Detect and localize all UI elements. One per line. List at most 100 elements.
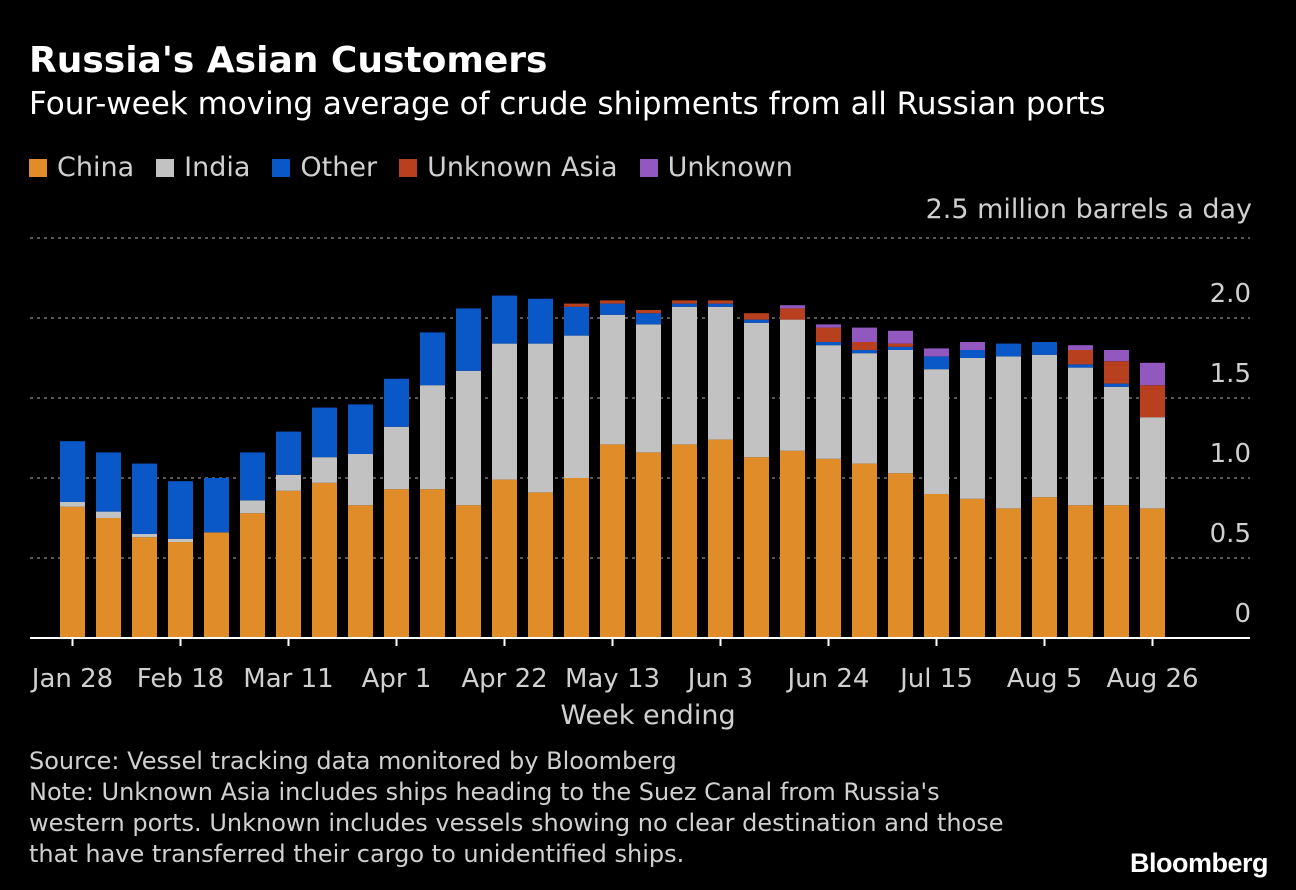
bar-india-21 <box>816 345 841 459</box>
x-tick-label-9: Aug 5 <box>1007 664 1083 694</box>
bar-other-25 <box>960 350 985 358</box>
bar-unknown-asia-15 <box>600 300 625 304</box>
bar-india-24 <box>924 369 949 494</box>
bar-other-28 <box>1068 364 1093 368</box>
bar-china-18 <box>708 439 733 638</box>
bar-unknown-asia-23 <box>888 343 913 347</box>
bar-unknown-21 <box>816 324 841 328</box>
bar-china-14 <box>564 478 589 638</box>
legend-label-unknown: Unknown <box>667 152 793 183</box>
bar-china-27 <box>1032 497 1057 638</box>
bar-india-3 <box>168 538 193 542</box>
bar-unknown-asia-21 <box>816 327 841 342</box>
source-note: Source: Vessel tracking data monitored b… <box>29 746 1069 870</box>
bar-india-0 <box>60 502 85 507</box>
bar-china-26 <box>996 508 1021 638</box>
bar-india-23 <box>888 350 913 474</box>
bar-india-15 <box>600 314 625 445</box>
bar-china-10 <box>420 489 445 638</box>
bar-other-7 <box>312 407 337 458</box>
source-line: Source: Vessel tracking data monitored b… <box>29 747 677 775</box>
bar-unknown-25 <box>960 342 985 350</box>
bar-other-11 <box>456 308 481 371</box>
legend-label-china: China <box>57 152 135 183</box>
bar-china-30 <box>1140 508 1165 638</box>
bar-india-10 <box>420 385 445 490</box>
bar-india-6 <box>276 474 301 491</box>
bar-unknown-23 <box>888 330 913 344</box>
x-tick-label-2: Mar 11 <box>243 664 333 694</box>
legend-label-other: Other <box>300 152 378 183</box>
bar-unknown-asia-28 <box>1068 350 1093 365</box>
bar-china-4 <box>204 532 229 638</box>
bar-unknown-29 <box>1104 350 1129 362</box>
x-tick-label-5: May 13 <box>565 664 660 694</box>
bar-india-26 <box>996 356 1021 509</box>
y-tick-label-3: 1.5 <box>1210 359 1251 389</box>
bar-india-8 <box>348 454 373 506</box>
note-line-3: that have transferred their cargo to uni… <box>29 840 685 868</box>
note-line-1: Note: Unknown Asia includes ships headin… <box>29 778 940 806</box>
bar-china-28 <box>1068 505 1093 638</box>
bar-unknown-22 <box>852 327 877 342</box>
bars <box>60 295 1165 638</box>
bar-other-2 <box>132 463 157 534</box>
legend-item-china: China <box>29 152 134 183</box>
legend-item-other: Other <box>272 152 377 183</box>
bar-unknown-asia-16 <box>636 310 661 314</box>
y-tick-label-2: 1.0 <box>1210 439 1251 469</box>
bar-other-24 <box>924 356 949 370</box>
bar-other-1 <box>96 452 121 512</box>
bar-china-24 <box>924 494 949 638</box>
legend-swatch-china <box>29 158 47 177</box>
bar-unknown-20 <box>780 305 805 309</box>
bar-india-1 <box>96 511 121 518</box>
bar-unknown-asia-17 <box>672 300 697 304</box>
bar-other-26 <box>996 343 1021 357</box>
legend-label-india: India <box>184 152 251 183</box>
bar-other-10 <box>420 332 445 386</box>
bar-unknown-24 <box>924 348 949 357</box>
chart-subtitle: Four-week moving average of crude shipme… <box>29 86 1106 122</box>
bar-china-8 <box>348 505 373 638</box>
note-line-2: western ports. Unknown includes vessels … <box>29 809 1004 837</box>
bar-india-29 <box>1104 386 1129 506</box>
bar-china-22 <box>852 463 877 638</box>
x-axis-title-text: Week ending <box>560 700 736 731</box>
bar-other-14 <box>564 306 589 336</box>
bar-other-4 <box>204 478 229 533</box>
bar-india-16 <box>636 324 661 453</box>
bar-china-7 <box>312 482 337 638</box>
bar-india-27 <box>1032 354 1057 498</box>
bar-unknown-asia-29 <box>1104 361 1129 384</box>
y-tick-label-0: 0 <box>1234 599 1251 629</box>
bar-india-11 <box>456 370 481 506</box>
bar-china-21 <box>816 458 841 638</box>
x-tick-label-4: Apr 22 <box>461 664 547 694</box>
bar-unknown-30 <box>1140 362 1165 386</box>
bar-unknown-asia-22 <box>852 342 877 350</box>
bar-india-2 <box>132 534 157 538</box>
bloomberg-logo: Bloomberg <box>1129 848 1269 878</box>
bar-india-9 <box>384 426 409 490</box>
bar-china-23 <box>888 473 913 638</box>
bar-china-20 <box>780 450 805 638</box>
bar-india-7 <box>312 457 337 483</box>
legend-swatch-unknown-asia <box>399 158 418 177</box>
bar-unknown-28 <box>1068 345 1093 350</box>
bar-china-19 <box>744 457 769 638</box>
bar-other-6 <box>276 431 301 475</box>
bar-china-16 <box>636 452 661 638</box>
bar-india-13 <box>528 343 553 493</box>
bar-india-14 <box>564 335 589 478</box>
legend-item-unknown: Unknown <box>639 152 793 183</box>
bar-unknown-asia-18 <box>708 300 733 304</box>
bar-other-18 <box>708 303 733 307</box>
bar-other-21 <box>816 342 841 346</box>
bar-china-12 <box>492 479 517 638</box>
bar-china-0 <box>60 506 85 638</box>
legend-swatch-unknown <box>639 158 658 177</box>
bar-india-19 <box>744 322 769 458</box>
x-tick-label-0: Jan 28 <box>30 664 113 694</box>
